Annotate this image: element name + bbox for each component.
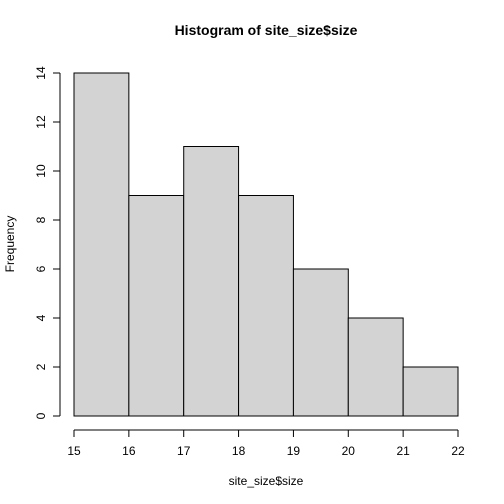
x-tick-label: 22 <box>451 444 465 458</box>
histogram-bar-16-17 <box>128 195 185 417</box>
histogram-bar-19-20 <box>292 268 349 417</box>
histogram-bar-20-21 <box>347 317 404 417</box>
y-tick-label: 4 <box>34 314 48 321</box>
chart-title: Histogram of site_size$size <box>175 22 358 38</box>
histogram-bar-15-16 <box>73 72 130 417</box>
x-tick-label: 17 <box>177 444 191 458</box>
y-tick-label: 2 <box>34 363 48 370</box>
x-tick-label: 21 <box>396 444 410 458</box>
y-tick-label: 0 <box>34 412 48 419</box>
bars-group <box>73 72 459 417</box>
histogram-bar-18-19 <box>238 195 294 417</box>
y-tick-label: 10 <box>34 164 48 178</box>
x-axis-label: site_size$size <box>229 474 304 488</box>
histogram-bar-17-18 <box>183 146 240 417</box>
y-tick-label: 8 <box>34 216 48 223</box>
y-axis: 0 2 4 6 8 10 12 14 <box>34 66 61 419</box>
x-tick-label: 19 <box>287 444 301 458</box>
x-tick-label: 16 <box>122 444 136 458</box>
y-tick-label: 14 <box>34 66 48 80</box>
histogram-bar-21-22 <box>402 366 459 417</box>
x-tick-label: 20 <box>342 444 356 458</box>
x-axis: 15 16 17 18 19 20 21 22 <box>67 429 465 458</box>
y-axis-label: Frequency <box>3 216 17 273</box>
y-tick-label: 12 <box>34 115 48 129</box>
x-tick-label: 15 <box>67 444 81 458</box>
x-tick-label: 18 <box>232 444 246 458</box>
y-tick-label: 6 <box>34 265 48 272</box>
